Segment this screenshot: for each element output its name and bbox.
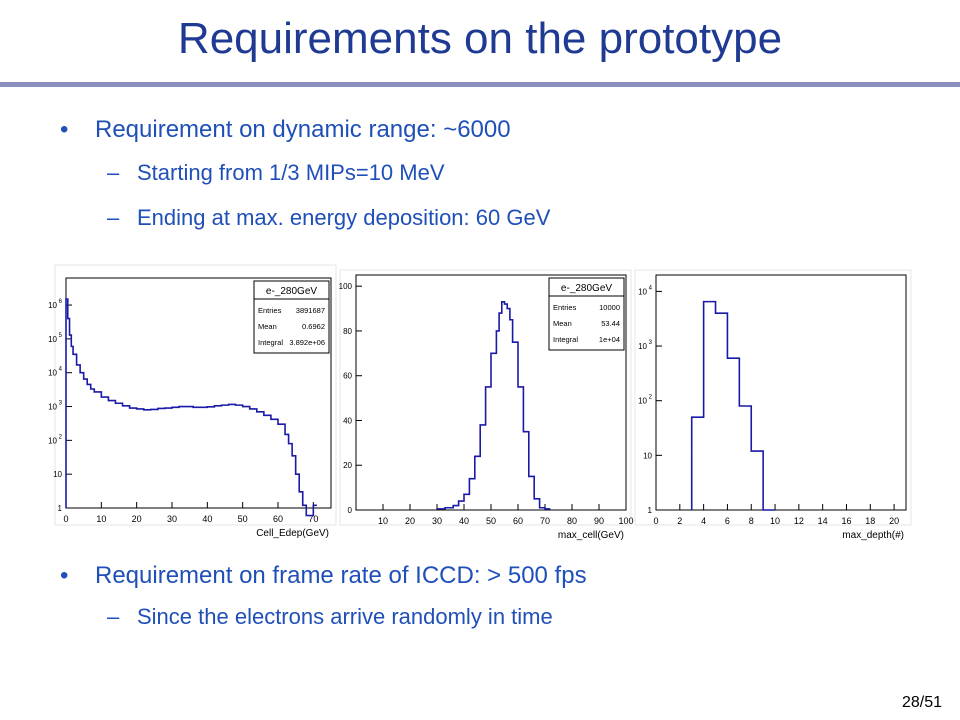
stats-label: Integral	[258, 338, 283, 347]
x-tick-label: 40	[459, 516, 469, 526]
stats-label: Mean	[553, 319, 572, 328]
y-tick-label: 1	[648, 506, 653, 515]
chart-frame	[634, 269, 912, 526]
sub-bullet-dash: –	[107, 205, 120, 230]
stats-title: e-_280GeV	[561, 283, 612, 294]
x-tick-label: 50	[238, 514, 248, 524]
stats-label: Integral	[553, 335, 578, 344]
y-tick-label: 10	[638, 342, 647, 351]
slide-title: Requirements on the prototype	[177, 14, 783, 63]
stats-value: 1e+04	[599, 335, 620, 344]
x-tick-label: 18	[865, 516, 875, 526]
x-tick-label: 100	[618, 516, 633, 526]
y-tick-label: 10	[48, 335, 57, 344]
stats-label: Entries	[553, 303, 577, 312]
x-tick-label: 70	[308, 514, 318, 524]
x-tick-label: 16	[841, 516, 851, 526]
stats-frame	[253, 280, 330, 354]
x-tick-label: 0	[653, 516, 658, 526]
y-tick-label: 80	[343, 327, 352, 336]
stats-value: 10000	[599, 303, 620, 312]
y-tick-label: 1	[58, 504, 63, 513]
page-number: 28/51	[901, 694, 942, 711]
y-tick-label: 0	[348, 506, 353, 515]
y-tick-exponent: 3	[649, 340, 653, 346]
sub-bullet-random: Since the electrons arrive randomly in t…	[137, 604, 553, 629]
x-tick-label: 20	[889, 516, 899, 526]
x-tick-label: 8	[749, 516, 754, 526]
bullet-frame-rate: Requirement on frame rate of ICCD: > 500…	[95, 562, 587, 589]
stats-frame	[548, 277, 625, 351]
sub-bullet-dash: –	[107, 604, 120, 629]
x-tick-label: 10	[378, 516, 388, 526]
x-tick-label: 60	[273, 514, 283, 524]
x-axis-label: max_cell(GeV)	[558, 530, 624, 541]
bullet-dot: •	[60, 116, 69, 143]
x-tick-label: 30	[167, 514, 177, 524]
y-tick-label: 10	[643, 451, 652, 460]
title-underline	[0, 82, 960, 87]
histogram-series	[437, 301, 551, 510]
x-tick-label: 30	[432, 516, 442, 526]
x-tick-label: 0	[63, 514, 68, 524]
y-tick-label: 10	[48, 301, 57, 310]
sub-bullet-dash: –	[107, 160, 120, 185]
y-tick-exponent: 3	[59, 401, 63, 407]
stats-box: e-_280GeV Entries 3891687 Mean 0.6962 Integra…	[253, 280, 330, 354]
x-tick-label: 20	[132, 514, 142, 524]
y-tick-label: 10	[638, 287, 647, 296]
y-tick-label: 10	[48, 403, 57, 412]
stats-value: 3891687	[296, 306, 325, 315]
y-tick-exponent: 4	[649, 285, 653, 291]
bullet-dynamic-range: Requirement on dynamic range: ~6000	[95, 116, 511, 143]
x-axis-label: Cell_Edep(GeV)	[256, 528, 329, 539]
x-tick-label: 20	[405, 516, 415, 526]
y-tick-label: 60	[343, 372, 352, 381]
x-tick-label: 40	[202, 514, 212, 524]
x-tick-label: 70	[540, 516, 550, 526]
y-tick-label: 100	[339, 282, 353, 291]
x-tick-label: 10	[96, 514, 106, 524]
stats-label: Mean	[258, 322, 277, 331]
stats-value: 53.44	[601, 319, 620, 328]
y-tick-label: 10	[48, 436, 57, 445]
y-tick-exponent: 6	[59, 299, 63, 305]
y-tick-label: 40	[343, 416, 352, 425]
stats-label: Entries	[258, 306, 282, 315]
stats-box: e-_280GeV Entries 10000 Mean 53.44 Integral 1e…	[548, 277, 625, 351]
y-tick-exponent: 5	[59, 333, 63, 339]
histogram-2: 10 20 30 40 50 60 70 80 90 100 0 20 40 60 80 100 max_cel…	[339, 269, 634, 541]
x-tick-label: 50	[486, 516, 496, 526]
x-tick-label: 12	[794, 516, 804, 526]
sub-bullet-start: Starting from 1/3 MIPs=10 MeV	[137, 160, 445, 185]
x-tick-label: 14	[818, 516, 828, 526]
x-tick-label: 4	[701, 516, 706, 526]
x-axis-label: max_depth(#)	[842, 530, 904, 541]
bullet-dot: •	[60, 562, 69, 589]
x-tick-label: 80	[567, 516, 577, 526]
plot-area	[655, 274, 907, 511]
y-tick-label: 10	[48, 369, 57, 378]
histogram-series	[65, 298, 317, 517]
x-tick-label: 10	[770, 516, 780, 526]
x-tick-label: 90	[594, 516, 604, 526]
x-tick-label: 6	[725, 516, 730, 526]
y-tick-label: 20	[343, 461, 352, 470]
y-tick-exponent: 2	[59, 434, 63, 440]
stats-value: 3.892e+06	[289, 338, 325, 347]
y-tick-exponent: 2	[649, 395, 653, 401]
sub-bullet-end: Ending at max. energy deposition: 60 GeV	[137, 205, 551, 230]
x-tick-label: 60	[513, 516, 523, 526]
y-tick-label: 10	[638, 397, 647, 406]
x-tick-label: 2	[677, 516, 682, 526]
stats-title: e-_280GeV	[266, 286, 317, 297]
y-tick-label: 10	[53, 470, 62, 479]
histogram-series	[690, 300, 776, 511]
y-tick-exponent: 4	[59, 367, 63, 373]
stats-value: 0.6962	[302, 322, 325, 331]
